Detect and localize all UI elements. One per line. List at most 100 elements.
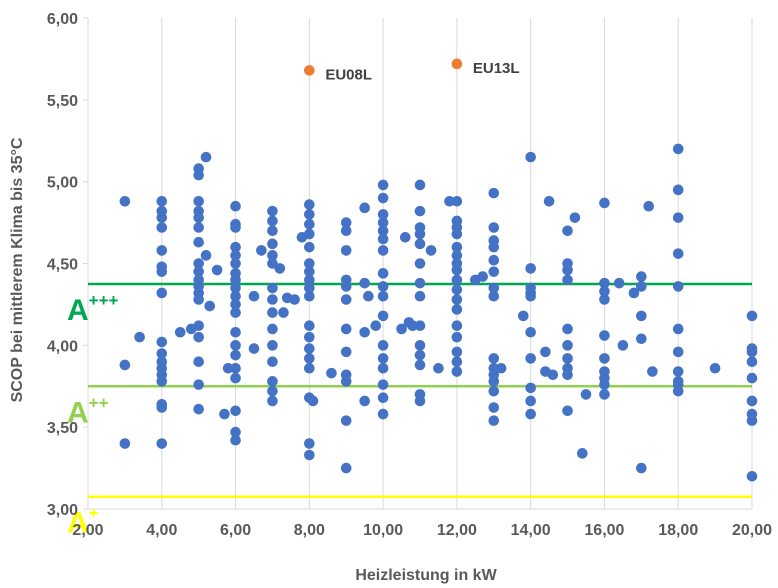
data-point: [304, 218, 315, 230]
data-point: [414, 179, 426, 191]
y-tick-label: 3,50: [47, 420, 78, 437]
data-point: [628, 287, 640, 299]
data-point: [278, 307, 289, 318]
data-point: [636, 271, 647, 282]
data-point: [219, 408, 230, 420]
data-point: [377, 408, 389, 420]
data-point: [340, 294, 352, 305]
highlighted-point: [451, 58, 463, 70]
class-label: A++: [67, 393, 109, 429]
class-label: A+++: [67, 291, 119, 327]
data-point: [377, 281, 389, 292]
point-annotation: EU13L: [473, 60, 520, 77]
data-point: [211, 264, 223, 276]
data-point: [517, 310, 529, 322]
data-point: [267, 205, 278, 217]
class-label: A+: [67, 504, 99, 540]
data-point: [193, 379, 204, 390]
data-point: [193, 258, 204, 269]
data-point: [488, 353, 500, 364]
data-point: [340, 415, 352, 426]
data-point: [647, 366, 658, 377]
data-point: [230, 241, 241, 253]
data-point: [543, 196, 555, 207]
data-point: [304, 353, 315, 364]
data-point: [359, 202, 370, 214]
data-point: [267, 215, 278, 227]
data-point: [377, 340, 389, 351]
data-point: [156, 438, 168, 449]
data-point: [525, 326, 536, 338]
data-point: [304, 258, 315, 269]
data-point: [267, 356, 278, 368]
data-point: [599, 286, 610, 297]
data-point: [289, 294, 300, 305]
data-point: [267, 250, 278, 261]
data-point: [193, 196, 204, 207]
data-point: [377, 233, 389, 245]
data-point: [230, 362, 241, 374]
data-point: [672, 366, 684, 377]
data-point: [222, 362, 234, 374]
data-point: [230, 434, 241, 446]
data-point: [377, 268, 389, 279]
data-point: [599, 389, 610, 400]
data-point: [451, 228, 463, 240]
data-point: [204, 300, 216, 312]
data-point: [134, 331, 145, 343]
highlighted-points: EU08L EU13L: [304, 58, 520, 83]
data-point: [451, 241, 463, 253]
data-point: [340, 281, 352, 292]
data-point: [340, 346, 352, 358]
data-point: [370, 320, 382, 331]
data-point: [359, 395, 370, 407]
data-point: [433, 362, 444, 374]
data-point: [617, 340, 629, 351]
data-point: [156, 348, 168, 359]
data-point: [230, 222, 241, 233]
data-point: [193, 294, 204, 305]
data-point: [156, 336, 168, 348]
data-point: [119, 196, 131, 207]
data-point: [193, 356, 204, 368]
data-point: [156, 222, 168, 233]
data-point: [488, 266, 500, 277]
data-point: [562, 323, 573, 335]
data-point: [672, 281, 684, 292]
data-point: [267, 294, 278, 305]
data-point: [230, 349, 241, 361]
x-axis-title: Heizleistung in kW: [355, 567, 497, 584]
data-point: [304, 209, 315, 220]
data-point: [377, 379, 389, 390]
x-tick-label: 18,00: [658, 522, 698, 539]
x-tick-label: 2,00: [72, 522, 103, 539]
data-point: [267, 340, 278, 351]
data-point: [636, 310, 647, 322]
y-tick-label: 5,50: [47, 93, 78, 110]
data-point: [495, 362, 507, 374]
data-point: [525, 382, 536, 394]
data-point: [488, 415, 500, 426]
data-point: [414, 340, 426, 351]
data-point: [414, 290, 426, 302]
data-point: [599, 197, 610, 209]
data-point: [193, 403, 204, 415]
data-point: [377, 209, 389, 220]
data-point: [230, 426, 241, 438]
data-point: [230, 274, 241, 286]
data-point: [599, 330, 610, 341]
data-point: [230, 307, 241, 318]
data-point: [451, 366, 463, 377]
data-point: [274, 263, 286, 274]
data-point: [193, 169, 204, 181]
data-point: [156, 376, 168, 387]
data-point: [599, 277, 610, 289]
data-point: [451, 294, 463, 305]
data-point: [200, 250, 212, 261]
data-point: [304, 241, 315, 253]
data-point: [451, 346, 463, 358]
data-point: [156, 245, 168, 256]
point-annotation: EU08L: [325, 66, 372, 83]
data-point: [193, 266, 204, 277]
data-point: [547, 369, 559, 381]
